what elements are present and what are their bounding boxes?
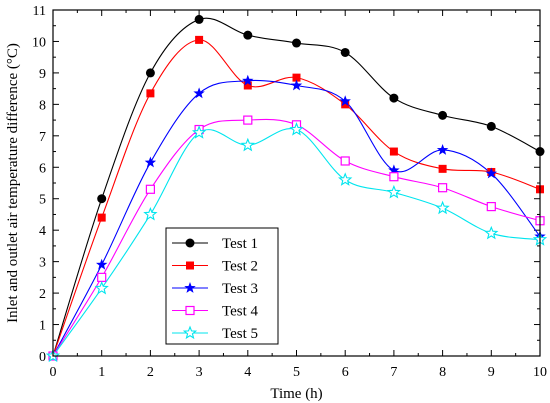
data-point — [436, 143, 449, 155]
series-markers — [45, 14, 548, 363]
data-point — [242, 74, 254, 86]
x-tick-label: 1 — [98, 365, 105, 380]
y-tick-label: 5 — [39, 193, 46, 208]
legend-marker — [185, 238, 195, 248]
x-tick-label: 6 — [342, 365, 349, 380]
data-point — [435, 200, 450, 215]
y-tick-label: 8 — [39, 98, 46, 113]
data-point — [340, 47, 350, 57]
data-point — [485, 167, 498, 179]
data-point — [388, 164, 400, 176]
x-ticks: 0 1 2 3 4 5 6 7 8 9 10 — [50, 10, 547, 380]
series-points — [47, 74, 546, 361]
y-tick-label: 3 — [39, 256, 46, 271]
data-point — [191, 125, 207, 139]
data-point — [243, 30, 253, 40]
legend-box — [165, 227, 279, 345]
y-axis-label: Inlet and outlet air temperature differe… — [5, 43, 21, 323]
legend-label: Test 5 — [222, 326, 258, 342]
legend-label: Test 4 — [222, 304, 259, 320]
y-tick-label: 10 — [32, 35, 46, 50]
data-point — [240, 137, 255, 152]
legend-label: Test 2 — [222, 259, 258, 275]
data-point — [340, 156, 350, 166]
data-point — [94, 280, 109, 295]
x-tick-label: 10 — [533, 365, 547, 380]
data-point — [389, 93, 399, 103]
data-point — [386, 184, 402, 199]
data-point — [292, 38, 301, 48]
data-point — [195, 35, 204, 44]
data-point — [97, 272, 107, 282]
x-tick-label: 3 — [196, 365, 203, 380]
data-point — [486, 121, 496, 131]
x-tick-label: 8 — [439, 365, 446, 380]
data-point — [97, 213, 106, 222]
y-tick-label: 9 — [39, 67, 46, 82]
y-tick-label: 0 — [39, 350, 46, 365]
y-tick-label: 4 — [39, 224, 46, 239]
legend: Test 1 Test 2 Test 3 Test 4 Test 5 — [165, 227, 279, 345]
data-point — [289, 122, 304, 136]
data-point — [339, 95, 351, 107]
y-tick-label: 11 — [33, 4, 46, 19]
series-line — [52, 118, 541, 357]
data-point — [95, 258, 108, 270]
x-tick-label: 0 — [50, 365, 57, 380]
data-point — [290, 79, 303, 91]
data-point — [292, 73, 301, 82]
data-point — [438, 183, 448, 193]
y-ticks: 0 1 2 3 4 5 6 7 8 9 10 11 — [32, 4, 540, 365]
data-point — [438, 164, 447, 173]
y-tick-label: 6 — [39, 161, 46, 176]
legend-label: Test 3 — [222, 281, 258, 297]
series-line — [52, 17, 541, 357]
series-points — [48, 14, 545, 361]
data-point — [243, 115, 253, 125]
x-tick-label: 7 — [390, 365, 397, 380]
data-point — [146, 89, 155, 98]
data-point — [145, 184, 155, 194]
y-tick-label: 1 — [39, 319, 46, 334]
data-point — [389, 172, 399, 182]
data-point — [243, 81, 252, 90]
series-lines — [52, 17, 541, 357]
x-tick-label: 5 — [293, 365, 300, 380]
plot-frame — [52, 9, 541, 357]
data-point — [341, 100, 350, 109]
series-line — [52, 79, 541, 357]
data-point — [389, 147, 398, 156]
data-point — [193, 87, 205, 99]
data-point — [484, 225, 499, 240]
data-point — [194, 14, 204, 24]
series-line — [52, 127, 541, 357]
x-tick-label: 9 — [488, 365, 495, 380]
data-point — [338, 172, 353, 186]
x-tick-label: 4 — [244, 365, 251, 380]
data-point — [144, 156, 157, 168]
legend-label: Test 1 — [222, 236, 258, 252]
data-point — [143, 206, 158, 221]
data-point — [97, 194, 107, 204]
y-tick-label: 7 — [39, 130, 46, 145]
x-axis-label: Time (h) — [270, 386, 322, 402]
legend-marker — [185, 305, 195, 316]
legend-marker — [182, 325, 198, 340]
y-tick-label: 2 — [39, 287, 46, 302]
data-point — [486, 201, 496, 212]
data-point — [438, 110, 448, 120]
legend-marker — [184, 282, 196, 293]
x-tick-label: 2 — [147, 365, 154, 380]
data-point — [145, 68, 155, 78]
legend-marker — [186, 261, 194, 270]
